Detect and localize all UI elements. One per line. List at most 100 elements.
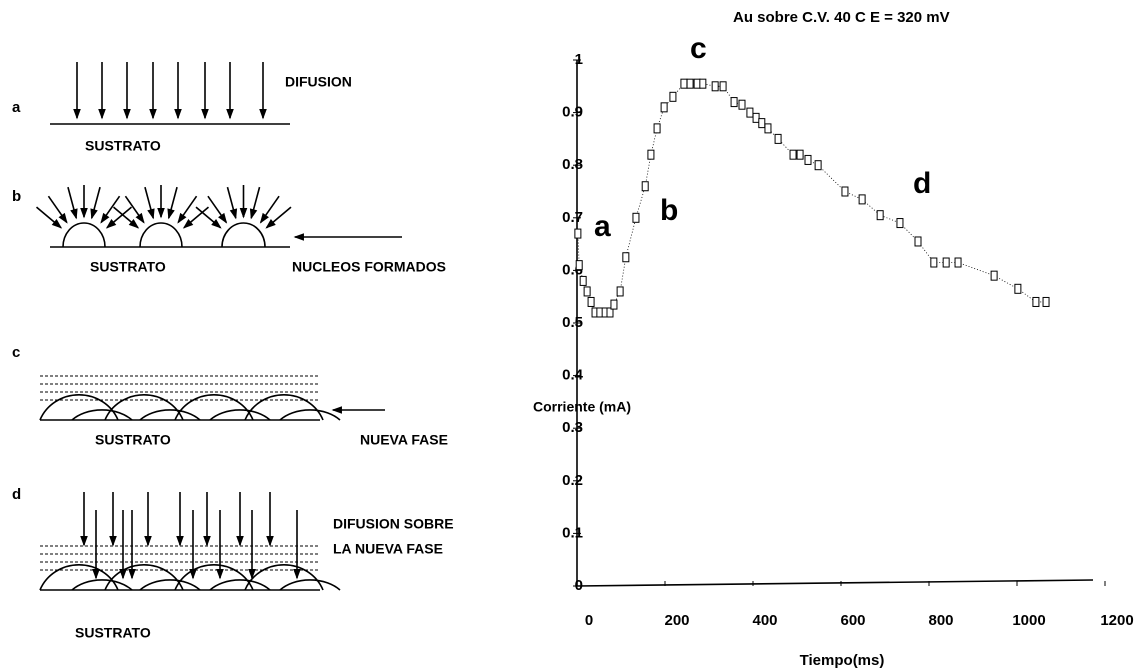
data-point (896, 218, 904, 229)
grain (244, 564, 324, 591)
grain (174, 564, 254, 591)
x-axis (576, 579, 1094, 587)
nucleus (221, 222, 266, 248)
data-point (610, 299, 618, 310)
arrow-head (249, 208, 258, 220)
data-point (774, 133, 782, 144)
annotation: d (913, 167, 931, 200)
y-tick-label: 0.8 (562, 156, 583, 173)
data-point (579, 275, 587, 286)
data-point (647, 149, 655, 160)
panel-label: LA NUEVA FASE (333, 541, 443, 557)
panel-label: DIFUSION (285, 74, 352, 90)
y-tick-label: 0.7 (562, 209, 583, 226)
data-point (814, 160, 822, 171)
data-point (914, 236, 922, 247)
panel-letter: b (12, 188, 21, 205)
arrow-head (80, 208, 88, 219)
arrow-head (70, 208, 78, 220)
data-point (841, 186, 849, 197)
substrate-label: SUSTRATO (90, 259, 166, 275)
substrate-label: SUSTRATO (75, 625, 151, 641)
arrow-head (98, 109, 106, 120)
grain (104, 394, 184, 421)
data-point (730, 97, 738, 108)
arrow-head (135, 212, 145, 224)
data-point (653, 123, 661, 134)
grain (279, 409, 341, 421)
data-point (583, 286, 591, 297)
data-point (575, 260, 583, 271)
panel-letter: d (12, 486, 21, 503)
x-tick-label: 200 (664, 612, 689, 629)
y-tick-label: 0.3 (562, 419, 583, 436)
arrow-head (167, 208, 175, 220)
arrow-head (293, 233, 304, 241)
arrow-head (58, 212, 68, 224)
grain (139, 579, 201, 591)
arrow-head (157, 208, 165, 219)
data-point (693, 78, 701, 89)
x-tick-label: 600 (840, 612, 865, 629)
arrow-head (149, 109, 157, 120)
nucleus (62, 222, 106, 248)
arrow-head (176, 536, 184, 547)
annotation: a (594, 210, 611, 243)
data-point (1032, 296, 1040, 307)
arrow-head (147, 208, 155, 220)
panel-label: NUCLEOS FORMADOS (292, 259, 446, 275)
x-tick-label: 800 (928, 612, 953, 629)
data-point (641, 181, 649, 192)
data-point (876, 210, 884, 221)
data-point (954, 257, 962, 268)
arrow-head (177, 212, 187, 224)
data-point (752, 112, 760, 123)
arrow-head (266, 536, 274, 547)
mechanism-diagram: a SUSTRATO DIFUSION b SUSTRATO NUCLEOS FORMAD… (12, 62, 454, 641)
arrow-head (92, 569, 100, 580)
data-point (1014, 283, 1022, 294)
grain (244, 394, 324, 421)
grain (209, 579, 271, 591)
data-point (686, 78, 694, 89)
grain (174, 394, 254, 421)
arrow-head (182, 219, 194, 229)
arrow-head (80, 536, 88, 547)
x-axis-label: Tiempo(ms) (800, 652, 885, 669)
arrow-head (229, 208, 238, 220)
data-line (577, 83, 1047, 313)
grain (209, 409, 271, 421)
arrow-head (51, 219, 63, 229)
data-point (746, 107, 754, 118)
y-tick-label: 0 (575, 577, 583, 594)
grain (71, 579, 133, 591)
annotation: c (690, 32, 707, 65)
data-point (660, 102, 668, 113)
data-point (632, 212, 640, 223)
data-point (789, 149, 797, 160)
y-tick-label: 0.5 (562, 314, 583, 331)
nucleus (139, 222, 183, 248)
arrow-head (174, 109, 182, 120)
arrow-head (265, 219, 276, 229)
grain (71, 409, 133, 421)
data-point (616, 286, 624, 297)
y-tick-label: 0.1 (562, 524, 583, 541)
arrow-head (203, 536, 211, 547)
grain (279, 579, 341, 591)
arrow-head (259, 212, 269, 224)
data-point (719, 81, 727, 92)
arrow-head (218, 212, 228, 224)
arrow-head (331, 406, 342, 414)
arrow-head (100, 212, 110, 224)
x-tick-label: 0 (585, 612, 593, 629)
data-point (711, 81, 719, 92)
arrow-head (109, 536, 117, 547)
panel-label: NUEVA FASE (360, 432, 448, 448)
data-point (804, 154, 812, 165)
data-point (764, 123, 772, 134)
arrow-head (216, 569, 224, 580)
chart-title: Au sobre C.V. 40 C E = 320 mV (733, 9, 950, 26)
panel-label: DIFUSION SOBRE (333, 516, 454, 532)
